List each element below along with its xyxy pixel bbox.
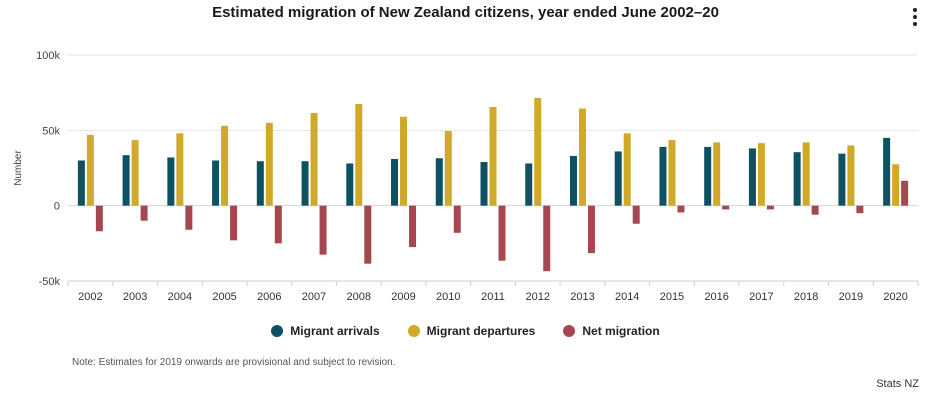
chart-menu-button[interactable] [906,6,924,28]
vertical-dots-icon [913,15,917,19]
bar-migrant-arrivals [569,155,577,206]
bar-net-migration [766,205,774,210]
bar-migrant-departures [265,122,273,206]
bar-migrant-arrivals [122,155,130,206]
bar-migrant-arrivals [748,148,756,206]
legend-item-migrant-departures[interactable]: Migrant departures [407,324,536,338]
x-tick-label: 2010 [436,291,460,303]
bar-net-migration [185,205,193,230]
x-tick-label: 2008 [347,291,371,303]
x-tick-label: 2007 [302,291,326,303]
bar-migrant-arrivals [480,161,488,206]
legend-swatch [563,325,576,337]
source-credit: Stats NZ [876,378,919,390]
bar-migrant-departures [86,134,94,206]
bar-net-migration [856,205,864,214]
chart-note: Note: Estimates for 2019 onwards are pro… [72,357,396,368]
bar-net-migration [319,205,327,255]
x-tick-label: 2011 [481,291,505,303]
bar-net-migration [95,205,103,232]
bar-migrant-arrivals [793,152,801,206]
bar-migrant-departures [578,108,586,206]
bar-net-migration [364,205,372,264]
bar-migrant-departures [489,106,497,206]
y-tick-label: 0 [54,201,60,213]
bar-net-migration [722,205,730,210]
legend-item-migrant-arrivals[interactable]: Migrant arrivals [271,324,380,338]
bar-migrant-arrivals [883,137,891,206]
x-tick-label: 2002 [78,291,102,303]
y-tick-label: 50k [42,125,60,137]
bar-net-migration [543,205,551,272]
bar-migrant-departures [757,143,765,206]
x-tick-label: 2018 [794,291,818,303]
y-tick-label: 100k [36,50,60,62]
x-tick-label: 2019 [839,291,863,303]
bar-net-migration [587,205,595,254]
bar-net-migration [453,205,461,233]
bar-migrant-departures [444,131,452,206]
bar-migrant-arrivals [77,160,85,206]
bar-migrant-arrivals [167,157,175,206]
bar-migrant-arrivals [256,161,264,206]
x-tick-label: 2009 [391,291,415,303]
bar-migrant-arrivals [346,163,354,206]
bar-net-migration [409,205,417,248]
bar-net-migration [811,205,819,215]
bar-migrant-arrivals [525,163,533,206]
bar-migrant-departures [131,140,139,206]
bar-migrant-arrivals [391,158,399,206]
bar-migrant-arrivals [212,160,220,206]
bar-migrant-departures [400,116,408,206]
bar-migrant-departures [176,133,184,206]
x-tick-label: 2004 [168,291,192,303]
bar-migrant-departures [847,145,855,206]
bar-net-migration [140,205,148,221]
y-tick-label: -50k [39,276,61,288]
legend-item-net-migration[interactable]: Net migration [563,324,660,338]
x-tick-label: 2006 [257,291,281,303]
vertical-dots-icon [913,22,917,26]
bar-net-migration [901,180,909,206]
x-tick-label: 2017 [749,291,773,303]
bar-migrant-departures [355,103,363,206]
bar-migrant-departures [623,133,631,206]
legend-swatch [407,325,420,337]
bar-net-migration [632,205,640,224]
bar-net-migration [230,205,238,241]
x-tick-label: 2012 [525,291,549,303]
bar-migrant-departures [221,125,229,206]
x-tick-label: 2016 [704,291,728,303]
bar-migrant-arrivals [704,146,712,206]
x-tick-label: 2003 [123,291,147,303]
bar-migrant-arrivals [659,146,667,206]
x-tick-label: 2020 [883,291,907,303]
y-axis-title: Number [13,150,24,186]
chart-legend: Migrant arrivals Migrant departures Net mi… [0,324,931,338]
bar-migrant-departures [892,164,900,206]
x-tick-label: 2014 [615,291,639,303]
bar-migrant-departures [713,142,721,206]
bar-migrant-arrivals [301,161,309,206]
x-tick-label: 2005 [212,291,236,303]
vertical-dots-icon [913,8,917,12]
bar-net-migration [677,205,685,213]
bar-migrant-departures [310,113,318,206]
bar-migrant-departures [534,97,542,206]
x-tick-label: 2013 [570,291,594,303]
legend-swatch [271,325,284,337]
bar-migrant-arrivals [435,158,443,206]
bar-migrant-arrivals [614,151,622,206]
bar-net-migration [498,205,506,261]
legend-label: Migrant departures [426,324,536,338]
bar-migrant-departures [668,140,676,206]
legend-label: Net migration [582,324,660,338]
bar-net-migration [274,205,282,244]
bar-migrant-departures [802,142,810,206]
bar-migrant-arrivals [838,153,846,206]
chart-plot: 100k 50k 0 -50k Number 2002 2003 2004 2005 2006 20… [13,50,919,303]
chart-title: Estimated migration of New Zealand citiz… [212,4,719,21]
x-tick-label: 2015 [660,291,684,303]
legend-label: Migrant arrivals [290,324,380,338]
